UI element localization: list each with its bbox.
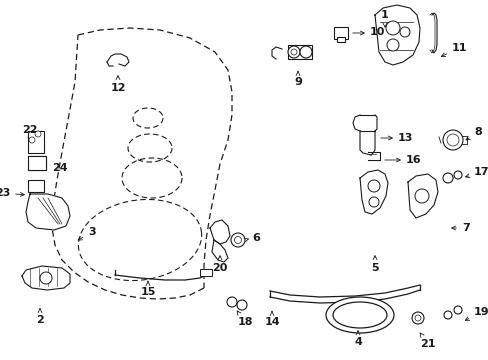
Text: 16: 16	[405, 155, 421, 165]
Circle shape	[367, 180, 379, 192]
Circle shape	[386, 39, 398, 51]
Circle shape	[287, 46, 299, 58]
Text: 7: 7	[451, 223, 469, 233]
Text: 8: 8	[465, 127, 481, 140]
Bar	[200, 269, 212, 276]
Text: 6: 6	[251, 233, 259, 243]
Text: 11: 11	[441, 43, 467, 57]
Bar	[287, 45, 311, 59]
Text: 21: 21	[419, 333, 435, 349]
Polygon shape	[374, 5, 419, 65]
Circle shape	[234, 237, 241, 243]
Bar	[28, 156, 46, 170]
Circle shape	[237, 300, 246, 310]
Text: 3: 3	[78, 227, 96, 240]
Circle shape	[40, 272, 52, 284]
Text: 18: 18	[237, 311, 252, 327]
Ellipse shape	[325, 297, 393, 333]
Text: 15: 15	[140, 281, 155, 297]
Text: 4: 4	[353, 331, 361, 347]
Circle shape	[453, 171, 461, 179]
Circle shape	[399, 27, 409, 37]
Text: 5: 5	[370, 256, 378, 273]
Text: 24: 24	[52, 163, 67, 173]
Circle shape	[230, 233, 244, 247]
Circle shape	[453, 306, 461, 314]
Polygon shape	[407, 174, 437, 218]
Circle shape	[414, 189, 428, 203]
Text: 10: 10	[369, 27, 385, 37]
Text: 14: 14	[264, 311, 279, 327]
Circle shape	[290, 49, 296, 55]
Circle shape	[411, 312, 423, 324]
Polygon shape	[359, 170, 387, 214]
Text: 12: 12	[110, 76, 125, 93]
Circle shape	[299, 46, 311, 58]
Circle shape	[442, 173, 452, 183]
Circle shape	[29, 137, 35, 143]
Polygon shape	[209, 220, 229, 244]
Circle shape	[442, 130, 462, 150]
Bar	[28, 180, 44, 192]
Circle shape	[226, 297, 237, 307]
Text: 19: 19	[465, 307, 488, 320]
Circle shape	[35, 131, 41, 137]
Bar	[28, 131, 44, 153]
Text: 2: 2	[36, 309, 44, 325]
Circle shape	[446, 134, 458, 146]
Circle shape	[385, 21, 399, 35]
Text: 1: 1	[380, 10, 388, 27]
Text: 20: 20	[212, 256, 227, 273]
Polygon shape	[26, 194, 70, 230]
Circle shape	[443, 311, 451, 319]
Ellipse shape	[332, 302, 386, 328]
Bar	[333, 27, 347, 39]
Circle shape	[368, 197, 378, 207]
Circle shape	[414, 315, 420, 321]
Text: 23: 23	[0, 188, 24, 198]
Text: 22: 22	[22, 125, 38, 141]
Polygon shape	[22, 266, 70, 290]
Bar	[336, 37, 345, 42]
Text: 13: 13	[397, 133, 412, 143]
Polygon shape	[212, 240, 227, 262]
Text: 9: 9	[293, 71, 301, 87]
Text: 17: 17	[465, 167, 488, 177]
